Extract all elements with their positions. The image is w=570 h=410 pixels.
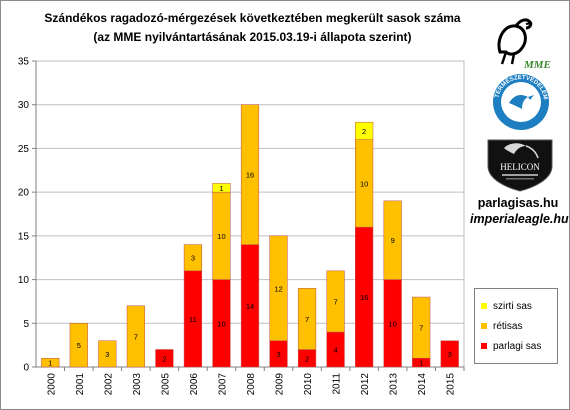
data-label-2012-series-1: 10 bbox=[360, 179, 368, 188]
bar-2006-series-1 bbox=[183, 244, 203, 272]
data-label-2001-series-1: 5 bbox=[77, 341, 81, 350]
bar-2000-series-1 bbox=[41, 358, 60, 368]
x-tick-label-2005: 2005 bbox=[160, 373, 171, 396]
bar-2012-series-2 bbox=[355, 121, 374, 140]
legend-swatch-parlagi bbox=[481, 343, 487, 349]
y-tick-label-35: 35 bbox=[18, 57, 30, 68]
termeszetvedelem-logo: TERMÉSZETVÉDELEM bbox=[493, 74, 549, 130]
bar-2010-series-1 bbox=[297, 288, 317, 350]
data-label-2014-series-1: 7 bbox=[419, 324, 423, 333]
legend-item-szirti: szirti sas bbox=[481, 299, 532, 313]
data-label-2007-series-2: 1 bbox=[219, 184, 223, 193]
bar-2007-series-2 bbox=[212, 183, 231, 193]
y-tick-label-10: 10 bbox=[18, 275, 30, 286]
x-tick-label-2008: 2008 bbox=[246, 373, 257, 396]
helicon-logo-text: HELICON bbox=[500, 162, 540, 172]
bar-2015-series-0 bbox=[440, 340, 459, 368]
chart-legend: szirti sas rétisas parlagi sas bbox=[474, 288, 558, 364]
y-tick-label-15: 15 bbox=[18, 231, 30, 242]
x-tick-label-2009: 2009 bbox=[275, 373, 286, 396]
data-label-2012-series-0: 16 bbox=[360, 293, 368, 302]
data-label-2014-series-0: 1 bbox=[419, 359, 423, 368]
data-label-2010-series-1: 7 bbox=[305, 315, 309, 324]
legend-label-szirti: szirti sas bbox=[493, 300, 532, 312]
legend-swatch-retisas bbox=[481, 323, 487, 329]
legend-label-retisas: rétisas bbox=[493, 320, 523, 332]
chart-title-line2: (az MME nyilvántartásának 2015.03.19-i á… bbox=[93, 30, 412, 44]
bar-2013-series-1 bbox=[383, 200, 402, 280]
bar-2009-series-1 bbox=[269, 235, 288, 342]
y-tick-label-30: 30 bbox=[18, 100, 30, 111]
legend-item-retisas: rétisas bbox=[481, 319, 522, 333]
data-label-2006-series-1: 3 bbox=[191, 254, 195, 263]
data-label-2000-series-1: 1 bbox=[48, 359, 52, 368]
data-label-2015-series-0: 3 bbox=[448, 350, 452, 359]
bar-2002-series-1 bbox=[98, 340, 117, 368]
bar-2001-series-1 bbox=[69, 323, 88, 368]
data-label-2003-series-1: 7 bbox=[134, 332, 138, 341]
data-label-2006-series-0: 11 bbox=[189, 315, 197, 324]
x-tick-label-2000: 2000 bbox=[46, 373, 57, 396]
data-label-2010-series-0: 2 bbox=[305, 354, 309, 363]
helicon-logo: HELICON bbox=[487, 139, 553, 192]
mme-logo-text: MME bbox=[523, 59, 551, 71]
x-tick-label-2011: 2011 bbox=[332, 373, 343, 395]
data-label-2002-series-1: 3 bbox=[105, 350, 109, 359]
bar-2005-series-0 bbox=[155, 349, 174, 368]
data-label-2011-series-1: 7 bbox=[334, 297, 338, 306]
x-tick-label-2015: 2015 bbox=[446, 373, 457, 396]
data-label-2011-series-0: 4 bbox=[334, 346, 338, 355]
x-tick-label-2002: 2002 bbox=[103, 373, 114, 396]
site-parlagisas[interactable]: parlagisas.hu bbox=[477, 196, 559, 210]
x-tick-label-2010: 2010 bbox=[303, 373, 314, 396]
x-tick-label-2007: 2007 bbox=[217, 373, 228, 396]
x-tick-label-2013: 2013 bbox=[389, 373, 400, 396]
y-tick-label-5: 5 bbox=[23, 319, 29, 330]
bar-2011-series-1 bbox=[326, 270, 345, 333]
data-label-2012-series-2: 2 bbox=[362, 127, 366, 136]
legend-swatch-szirti bbox=[481, 303, 487, 309]
bar-2008-series-1 bbox=[240, 104, 260, 245]
y-tick-label-25: 25 bbox=[18, 144, 30, 155]
data-label-2008-series-0: 14 bbox=[246, 302, 254, 311]
x-tick-label-2006: 2006 bbox=[189, 373, 200, 396]
legend-item-parlagi: parlagi sas bbox=[481, 339, 541, 353]
data-label-2008-series-1: 16 bbox=[246, 171, 254, 180]
legend-label-parlagi: parlagi sas bbox=[493, 340, 542, 352]
data-label-2009-series-0: 3 bbox=[276, 350, 280, 359]
y-tick-label-20: 20 bbox=[18, 188, 30, 199]
site-imperialeagle[interactable]: imperialeagle.hu bbox=[470, 212, 569, 226]
x-tick-label-2003: 2003 bbox=[132, 373, 143, 396]
data-label-2005-series-0: 2 bbox=[162, 354, 166, 363]
bar-2003-series-1 bbox=[126, 305, 145, 368]
data-label-2007-series-1: 10 bbox=[217, 232, 225, 241]
y-tick-label-0: 0 bbox=[23, 363, 29, 374]
x-tick-label-2001: 2001 bbox=[75, 373, 86, 396]
x-tick-label-2014: 2014 bbox=[417, 373, 428, 396]
chart-title-line1: Szándékos ragadozó-mérgezések következté… bbox=[44, 11, 461, 25]
data-label-2013-series-1: 9 bbox=[391, 236, 395, 245]
data-label-2007-series-0: 10 bbox=[217, 319, 225, 328]
bar-2014-series-1 bbox=[412, 296, 431, 359]
data-label-2013-series-0: 10 bbox=[388, 319, 396, 328]
data-label-2009-series-1: 12 bbox=[274, 284, 282, 293]
mme-logo: MME bbox=[486, 14, 554, 72]
chart-title: Szándékos ragadozó-mérgezések következté… bbox=[30, 9, 475, 47]
x-tick-label-2012: 2012 bbox=[360, 373, 371, 396]
